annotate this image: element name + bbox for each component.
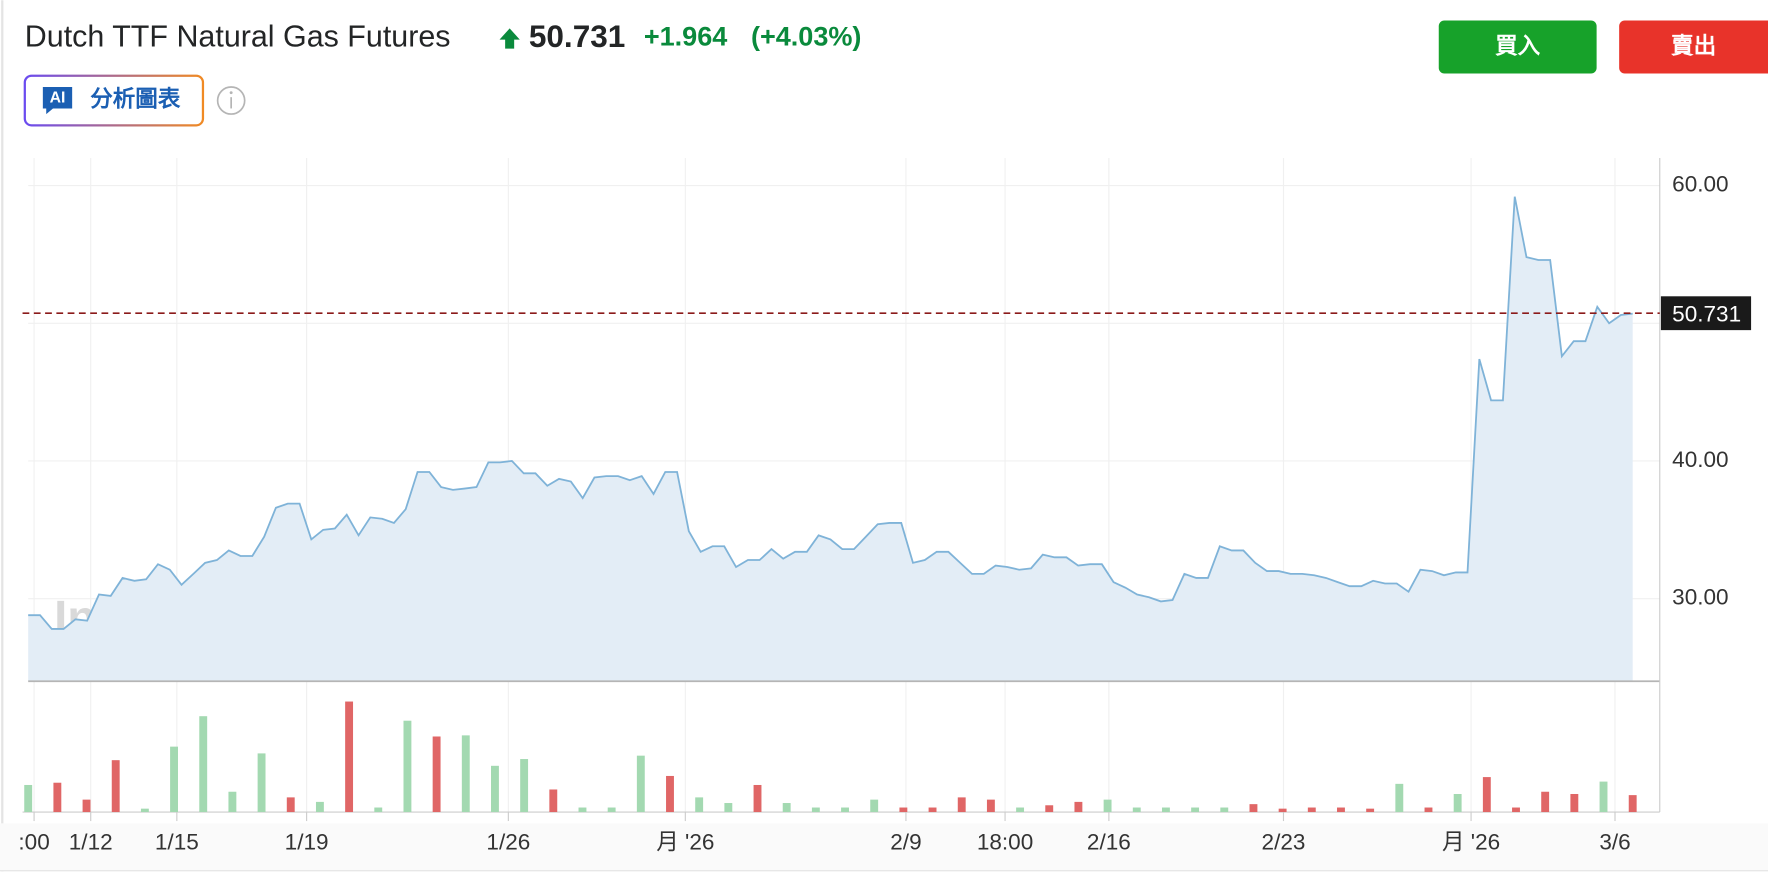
- x-tick-label: 2/23: [1262, 830, 1306, 855]
- y-tick-label: 60.00: [1672, 172, 1728, 197]
- volume-bar: [520, 759, 529, 813]
- volume-bar: [666, 775, 674, 813]
- buy-button-label[interactable]: 買入: [1495, 34, 1541, 59]
- volume-bar: [374, 807, 383, 813]
- volume-bar: [1278, 808, 1287, 813]
- x-tick-label: 3/6: [1599, 830, 1630, 855]
- volume-bar: [753, 784, 762, 813]
- volume-bar: [111, 760, 120, 813]
- volume-bar: [957, 797, 966, 813]
- volume-bar: [199, 716, 208, 813]
- volume-bar: [1453, 793, 1462, 813]
- volume-bar: [1307, 807, 1316, 813]
- volume-bar: [1366, 808, 1375, 813]
- price-change: +1.964: [644, 22, 727, 52]
- volume-bar: [811, 807, 820, 813]
- volume-bar: [1074, 801, 1083, 813]
- y-tick-label: 40.00: [1672, 447, 1728, 472]
- volume-bar: [403, 720, 412, 813]
- volume-bar: [140, 808, 149, 813]
- x-tick-label: 1/19: [285, 830, 329, 855]
- x-tick-label: 1/26: [486, 830, 530, 855]
- up-arrow: [499, 28, 520, 49]
- volume-bar: [1482, 777, 1491, 813]
- buy-button[interactable]: [1438, 20, 1597, 74]
- ai-icon: [42, 87, 73, 115]
- plot: 30.0040.0050.0060.00:001/121/151/191/26月…: [18, 158, 1752, 855]
- volume-bar: [461, 735, 470, 813]
- ai-badge: AI: [50, 89, 66, 106]
- x-tick-label: 月 '26: [1442, 830, 1500, 855]
- header: Dutch TTF Natural Gas Futures 50.731 +1.…: [23, 18, 1768, 127]
- volume-bar: [1570, 793, 1579, 813]
- x-tick-label: 18:00: [977, 830, 1033, 855]
- x-tick-label: 月 '26: [656, 830, 714, 855]
- volume-bar: [986, 799, 995, 813]
- volume-bar: [549, 789, 558, 813]
- info-icon-dot: [229, 91, 233, 95]
- volume-bar: [1191, 807, 1200, 813]
- volume-bar: [1395, 783, 1404, 813]
- volume-bar: [228, 791, 237, 813]
- volume-bar: [315, 801, 324, 813]
- current-price-box: [1660, 296, 1752, 331]
- price-line: [28, 196, 1633, 630]
- volume-bar: [607, 807, 616, 813]
- y-tick-label: 30.00: [1672, 585, 1728, 610]
- price-change-percent: (+4.03%): [751, 22, 862, 52]
- volume-bar: [1599, 781, 1608, 813]
- axis-band: [0, 823, 1768, 872]
- x-tick-label: :00: [18, 830, 49, 855]
- x-tick-label: 1/15: [155, 830, 199, 855]
- volume-bar: [24, 784, 33, 813]
- volume-bar: [345, 701, 354, 813]
- volume-bar: [53, 782, 62, 813]
- volume-bar: [1161, 807, 1170, 813]
- volume-bar: [578, 807, 587, 813]
- volume-bar: [1628, 795, 1637, 813]
- volume-bar: [870, 799, 879, 813]
- volume-bar: [257, 753, 266, 813]
- volume-bar: [695, 797, 704, 813]
- info-icon[interactable]: [216, 86, 246, 115]
- last-price: 50.731: [529, 18, 626, 54]
- volume-bar: [841, 807, 849, 813]
- x-tick-label: 2/16: [1087, 830, 1131, 855]
- volume-bar: [1337, 807, 1345, 813]
- volume-bar: [1132, 807, 1141, 813]
- volume-bar: [1103, 799, 1112, 813]
- volume-bar: [899, 807, 908, 813]
- volume-bar: [1016, 807, 1025, 813]
- volume-bar: [1045, 805, 1054, 813]
- x-tick-label: 2/9: [890, 830, 921, 855]
- volume-bar: [1541, 791, 1550, 813]
- volume-bar: [636, 755, 645, 813]
- current-price-label: 50.731: [1672, 301, 1741, 326]
- volume-bar: [724, 803, 733, 813]
- x-tick-label: 1/12: [69, 830, 113, 855]
- price-area: [28, 196, 1633, 682]
- volume-bar: [928, 807, 937, 813]
- volume-bar: [491, 765, 499, 813]
- ai-label[interactable]: 分析圖表: [90, 87, 181, 112]
- volume-bar: [286, 797, 295, 813]
- sell-button[interactable]: [1619, 20, 1768, 74]
- volume-bar: [82, 799, 91, 813]
- volume-bar: [170, 746, 178, 813]
- volume-bar: [782, 803, 791, 813]
- volume-bar: [1249, 804, 1258, 813]
- volume-bar: [1512, 807, 1520, 813]
- volume-bar: [1424, 807, 1433, 813]
- volume-bar: [1220, 807, 1229, 813]
- sell-button-label[interactable]: 賣出: [1671, 34, 1716, 59]
- instrument-title: Dutch TTF Natural Gas Futures: [25, 20, 451, 54]
- volume-bar: [432, 736, 441, 813]
